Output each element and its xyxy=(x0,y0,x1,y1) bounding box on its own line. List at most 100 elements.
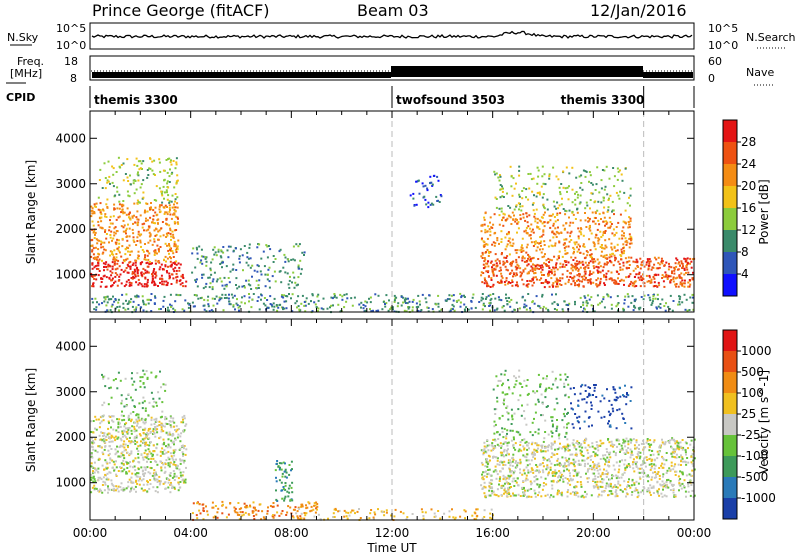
scatter-cell xyxy=(628,284,631,287)
scatter-cell xyxy=(581,260,584,263)
scatter-cell xyxy=(578,462,581,465)
scatter-cell xyxy=(596,486,599,489)
scatter-cell xyxy=(211,288,214,291)
scatter-cell xyxy=(602,298,605,301)
scatter-cell xyxy=(132,239,135,242)
scatter-cell xyxy=(219,277,222,280)
scatter-cell xyxy=(153,284,156,287)
scatter-cell xyxy=(120,439,123,442)
scatter-cell xyxy=(112,258,115,261)
scatter-cell xyxy=(584,462,587,465)
scatter-cell xyxy=(154,234,157,237)
scatter-cell xyxy=(535,469,538,472)
scatter-cell xyxy=(177,222,180,225)
scatter-cell xyxy=(536,241,539,244)
scatter-cell xyxy=(291,515,294,518)
scatter-cell xyxy=(677,444,680,447)
scatter-cell xyxy=(114,268,117,271)
scatter-cell xyxy=(95,418,98,421)
scatter-cell xyxy=(211,286,214,289)
scatter-cell xyxy=(156,481,159,483)
scatter-cell xyxy=(98,258,101,261)
scatter-cell xyxy=(107,491,109,494)
scatter-cell xyxy=(100,431,103,434)
scatter-cell xyxy=(690,439,693,442)
scatter-cell xyxy=(564,282,567,285)
scatter-cell xyxy=(109,437,111,440)
scatter-cell xyxy=(168,207,171,209)
scatter-cell xyxy=(563,260,566,262)
scatter-cell xyxy=(522,454,525,457)
scatter-cell xyxy=(311,310,314,313)
scatter-cell xyxy=(258,308,261,311)
scatter-cell xyxy=(672,483,675,486)
scatter-cell xyxy=(175,260,178,263)
scatter-cell xyxy=(549,258,552,261)
scatter-cell xyxy=(134,421,136,424)
scatter-cell xyxy=(146,432,149,434)
scatter-cell xyxy=(219,255,222,258)
scatter-cell xyxy=(508,486,511,489)
scatter-cell xyxy=(242,269,244,272)
scatter-cell xyxy=(665,481,668,483)
scatter-cell xyxy=(147,241,150,244)
scatter-cell xyxy=(127,247,130,250)
scatter-cell xyxy=(494,196,497,199)
scatter-cell xyxy=(196,517,199,520)
scatter-cell xyxy=(577,237,580,240)
scatter-cell xyxy=(649,299,652,302)
scatter-cell xyxy=(135,216,138,219)
scatter-cell xyxy=(669,489,672,491)
scatter-cell xyxy=(345,293,348,296)
scatter-cell xyxy=(511,262,513,265)
scatter-cell xyxy=(446,298,449,301)
scatter-cell xyxy=(541,488,544,491)
scatter-cell xyxy=(619,169,621,172)
scatter-cell xyxy=(540,235,543,238)
scatter-cell xyxy=(439,517,442,520)
scatter-cell xyxy=(557,178,560,181)
scatter-cell xyxy=(551,245,554,248)
scatter-cell xyxy=(554,227,557,230)
scatter-cell xyxy=(173,220,176,223)
scatter-cell xyxy=(139,167,142,170)
scatter-cell xyxy=(163,268,165,271)
scatter-cell xyxy=(91,220,94,223)
scatter-cell xyxy=(603,306,606,309)
scatter-cell xyxy=(109,458,112,461)
scatter-cell xyxy=(572,280,575,283)
scatter-cell xyxy=(167,443,170,446)
scatter-cell xyxy=(656,450,659,453)
scatter-cell xyxy=(486,285,489,288)
scatter-cell xyxy=(322,308,325,311)
scatter-cell xyxy=(568,302,571,305)
scatter-cell xyxy=(541,175,544,178)
scatter-cell xyxy=(109,386,112,389)
scatter-cell xyxy=(591,258,594,261)
scatter-cell xyxy=(589,249,592,252)
scatter-cell xyxy=(595,265,598,268)
scatter-cell xyxy=(153,199,156,201)
scatter-cell xyxy=(515,301,518,304)
scatter-cell xyxy=(541,196,544,199)
scatter-cell xyxy=(222,309,225,312)
scatter-cell xyxy=(158,261,161,264)
scatter-cell xyxy=(482,240,485,243)
scatter-cell xyxy=(689,494,692,497)
scatter-cell xyxy=(277,306,280,309)
scatter-cell xyxy=(630,441,632,444)
scatter-cell xyxy=(555,266,557,269)
scatter-cell xyxy=(284,468,287,471)
scatter-cell xyxy=(408,300,411,303)
scatter-cell xyxy=(111,488,114,491)
scatter-cell xyxy=(129,174,131,177)
scatter-cell xyxy=(493,263,496,266)
scatter-cell xyxy=(597,200,600,203)
scatter-cell xyxy=(625,437,628,440)
scatter-cell xyxy=(135,490,137,493)
scatter-cell xyxy=(485,270,488,273)
scatter-cell xyxy=(593,310,596,313)
scatter-cell xyxy=(195,280,197,283)
scatter-cell xyxy=(578,202,581,205)
scatter-cell xyxy=(625,266,628,269)
